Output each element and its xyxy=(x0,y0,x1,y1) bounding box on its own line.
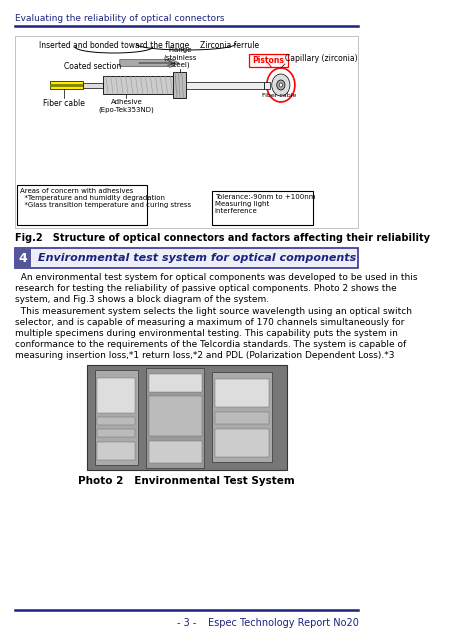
Text: Fiber cable: Fiber cable xyxy=(262,93,296,98)
Bar xyxy=(50,83,83,86)
Text: 4: 4 xyxy=(18,252,28,264)
Text: Flange
(stainless
steel): Flange (stainless steel) xyxy=(163,47,196,68)
Bar xyxy=(185,81,264,88)
Text: Zirconia ferrule: Zirconia ferrule xyxy=(200,41,258,50)
Bar xyxy=(264,81,270,88)
FancyBboxPatch shape xyxy=(17,185,147,225)
FancyBboxPatch shape xyxy=(15,248,358,268)
Bar xyxy=(148,441,201,463)
Text: Fig.2   Structure of optical connectors and factors affecting their reliability: Fig.2 Structure of optical connectors an… xyxy=(15,233,429,243)
Text: Evaluating the reliability of optical connectors: Evaluating the reliability of optical co… xyxy=(15,14,224,23)
Circle shape xyxy=(271,74,289,96)
FancyArrow shape xyxy=(120,58,179,67)
Bar xyxy=(97,429,135,437)
Text: Capillary (zirconia): Capillary (zirconia) xyxy=(284,54,357,63)
Text: Fiber cable: Fiber cable xyxy=(43,99,85,108)
Text: An environmental test system for optical components was developed to be used in : An environmental test system for optical… xyxy=(15,273,416,282)
Bar xyxy=(214,429,269,457)
FancyBboxPatch shape xyxy=(15,248,31,268)
Bar xyxy=(146,368,203,468)
Text: Areas of concern with adhesives
  *Temperature and humidity degradation
  *Glass: Areas of concern with adhesives *Tempera… xyxy=(20,188,190,208)
Text: This measurement system selects the light source wavelength using an optical swi: This measurement system selects the ligh… xyxy=(15,307,411,316)
Bar xyxy=(97,442,135,460)
Bar xyxy=(173,72,185,98)
Bar xyxy=(214,412,269,424)
Circle shape xyxy=(276,80,284,90)
Text: Pistons: Pistons xyxy=(252,56,284,65)
FancyBboxPatch shape xyxy=(248,54,288,67)
Bar xyxy=(83,83,103,88)
Text: Photo 2   Environmental Test System: Photo 2 Environmental Test System xyxy=(78,476,295,486)
Bar xyxy=(95,370,138,465)
Text: Adhesive
(Epo-Tek353ND): Adhesive (Epo-Tek353ND) xyxy=(98,99,154,113)
Text: research for testing the reliability of passive optical components. Photo 2 show: research for testing the reliability of … xyxy=(15,284,396,293)
Circle shape xyxy=(266,68,294,102)
Circle shape xyxy=(279,83,282,87)
Bar xyxy=(97,378,135,413)
Text: Environmental test system for optical components: Environmental test system for optical co… xyxy=(38,253,355,263)
Text: - 3 -: - 3 - xyxy=(177,618,196,628)
Bar xyxy=(87,365,286,470)
Bar xyxy=(212,372,271,462)
FancyBboxPatch shape xyxy=(212,191,313,225)
Bar xyxy=(148,374,201,392)
FancyBboxPatch shape xyxy=(15,36,358,228)
Text: Inserted and bonded toward the flange: Inserted and bonded toward the flange xyxy=(39,41,189,50)
Bar xyxy=(97,417,135,425)
Text: Espec Technology Report No20: Espec Technology Report No20 xyxy=(207,618,358,628)
Text: Coated section: Coated section xyxy=(64,62,121,71)
Text: Tolerance:-90nm to +100nm
Measuring light
interference: Tolerance:-90nm to +100nm Measuring ligh… xyxy=(214,194,314,214)
Text: system, and Fig.3 shows a block diagram of the system.: system, and Fig.3 shows a block diagram … xyxy=(15,296,268,305)
Text: conformance to the requirements of the Telcordia standards. The system is capabl: conformance to the requirements of the T… xyxy=(15,340,405,349)
Text: selector, and is capable of measuring a maximum of 170 channels simultaneously f: selector, and is capable of measuring a … xyxy=(15,318,403,327)
Bar xyxy=(50,81,83,89)
Bar xyxy=(103,76,177,94)
Text: multiple specimens during environmental testing. This capability puts the system: multiple specimens during environmental … xyxy=(15,329,397,338)
Bar xyxy=(148,396,201,436)
Bar xyxy=(214,379,269,407)
Text: measuring insertion loss,*1 return loss,*2 and PDL (Polarization Dependent Loss): measuring insertion loss,*1 return loss,… xyxy=(15,351,393,360)
